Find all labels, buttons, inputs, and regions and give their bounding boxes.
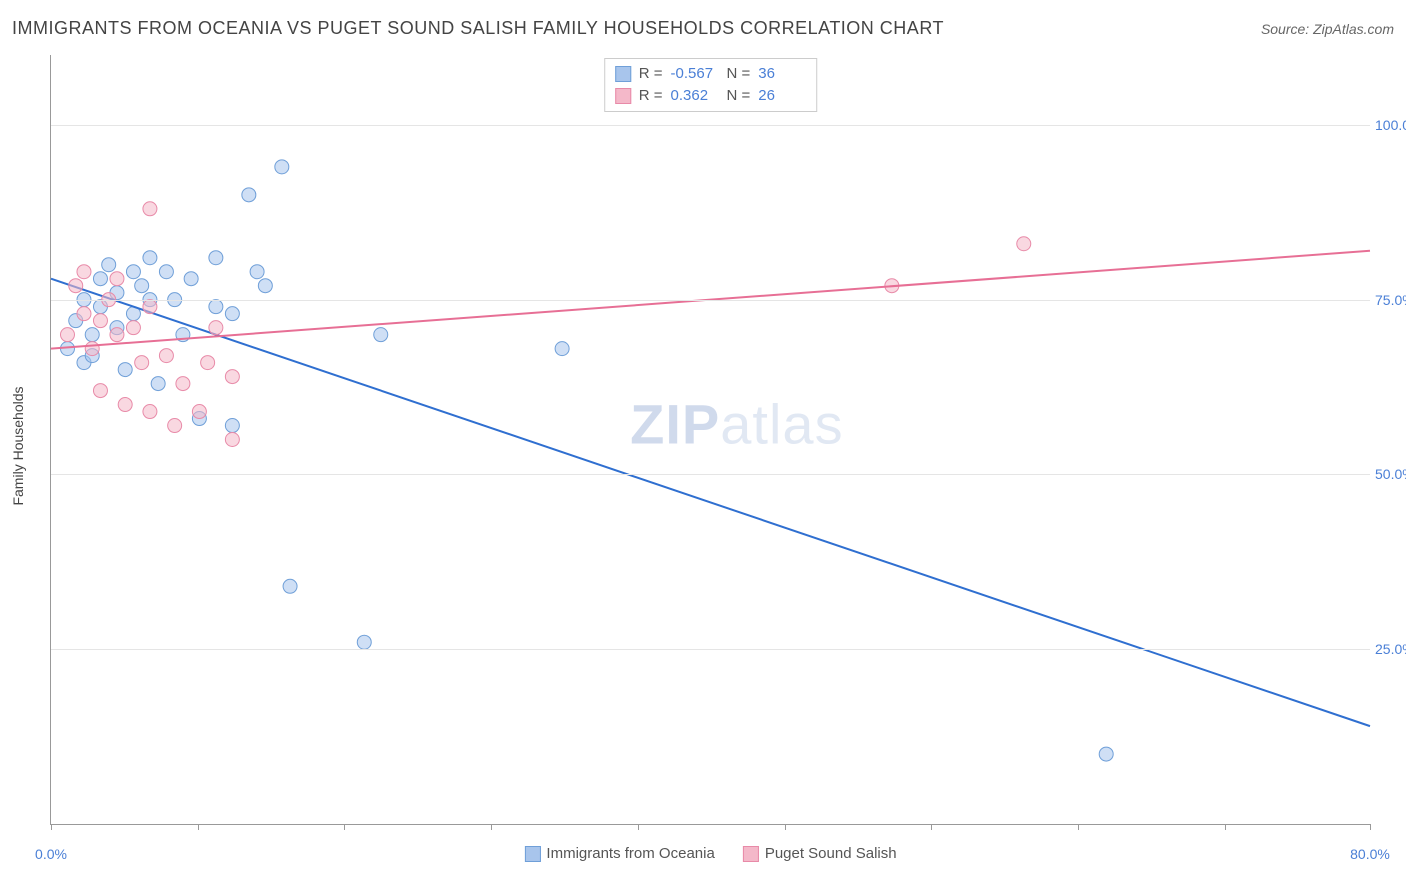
swatch-series-1 xyxy=(615,88,631,104)
data-point xyxy=(225,307,239,321)
swatch-series-0 xyxy=(615,66,631,82)
gridline xyxy=(51,474,1370,475)
data-point xyxy=(69,279,83,293)
data-point xyxy=(374,328,388,342)
trendline xyxy=(51,279,1370,726)
data-point xyxy=(159,265,173,279)
data-point xyxy=(143,202,157,216)
data-point xyxy=(209,300,223,314)
data-point xyxy=(118,398,132,412)
x-tick xyxy=(785,824,786,830)
data-point xyxy=(184,272,198,286)
legend-item-1: Puget Sound Salish xyxy=(743,845,897,862)
y-axis-title: Family Households xyxy=(10,386,26,505)
data-point xyxy=(225,419,239,433)
title-bar: IMMIGRANTS FROM OCEANIA VS PUGET SOUND S… xyxy=(12,18,1394,39)
swatch-bottom-0 xyxy=(524,846,540,862)
data-point xyxy=(110,272,124,286)
y-tick-label: 50.0% xyxy=(1375,466,1406,482)
data-point xyxy=(168,419,182,433)
r-value-1: 0.362 xyxy=(671,85,719,107)
data-point xyxy=(77,265,91,279)
plot-area: ZIPatlas R = -0.567 N = 36 R = 0.362 N =… xyxy=(50,55,1370,825)
x-tick xyxy=(198,824,199,830)
data-point xyxy=(126,265,140,279)
x-tick xyxy=(1370,824,1371,830)
data-point xyxy=(209,321,223,335)
y-tick-label: 75.0% xyxy=(1375,292,1406,308)
data-point xyxy=(1017,237,1031,251)
y-tick-label: 100.0% xyxy=(1375,117,1406,133)
n-value-0: 36 xyxy=(758,63,806,85)
data-point xyxy=(93,272,107,286)
data-point xyxy=(225,370,239,384)
data-point xyxy=(209,251,223,265)
y-tick-label: 25.0% xyxy=(1375,641,1406,657)
swatch-bottom-1 xyxy=(743,846,759,862)
x-tick xyxy=(931,824,932,830)
data-point xyxy=(77,307,91,321)
data-point xyxy=(159,349,173,363)
legend-label-1: Puget Sound Salish xyxy=(765,845,897,862)
gridline xyxy=(51,125,1370,126)
data-point xyxy=(143,300,157,314)
data-point xyxy=(275,160,289,174)
r-value-0: -0.567 xyxy=(671,63,719,85)
data-point xyxy=(135,279,149,293)
data-point xyxy=(225,433,239,447)
legend-item-0: Immigrants from Oceania xyxy=(524,845,714,862)
x-tick xyxy=(344,824,345,830)
x-tick xyxy=(1078,824,1079,830)
data-point xyxy=(143,405,157,419)
x-tick-label: 80.0% xyxy=(1350,846,1390,862)
data-point xyxy=(283,579,297,593)
data-point xyxy=(357,635,371,649)
legend-series: Immigrants from Oceania Puget Sound Sali… xyxy=(524,845,896,862)
data-point xyxy=(85,328,99,342)
x-tick-label: 0.0% xyxy=(35,846,67,862)
data-point xyxy=(151,377,165,391)
chart-title: IMMIGRANTS FROM OCEANIA VS PUGET SOUND S… xyxy=(12,18,944,39)
data-point xyxy=(555,342,569,356)
legend-correlation: R = -0.567 N = 36 R = 0.362 N = 26 xyxy=(604,58,818,112)
legend-label-0: Immigrants from Oceania xyxy=(546,845,714,862)
r-label: R = xyxy=(639,85,663,107)
data-point xyxy=(93,384,107,398)
data-point xyxy=(135,356,149,370)
x-tick xyxy=(1225,824,1226,830)
data-point xyxy=(126,321,140,335)
data-point xyxy=(118,363,132,377)
r-label: R = xyxy=(639,63,663,85)
gridline xyxy=(51,649,1370,650)
x-tick xyxy=(51,824,52,830)
data-point xyxy=(93,314,107,328)
x-tick xyxy=(638,824,639,830)
data-point xyxy=(1099,747,1113,761)
data-point xyxy=(250,265,264,279)
data-point xyxy=(143,251,157,265)
n-label: N = xyxy=(727,63,751,85)
chart-svg xyxy=(51,55,1370,824)
data-point xyxy=(201,356,215,370)
n-label: N = xyxy=(727,85,751,107)
data-point xyxy=(192,405,206,419)
data-point xyxy=(102,258,116,272)
n-value-1: 26 xyxy=(758,85,806,107)
legend-row-series-0: R = -0.567 N = 36 xyxy=(615,63,807,85)
data-point xyxy=(85,342,99,356)
legend-row-series-1: R = 0.362 N = 26 xyxy=(615,85,807,107)
data-point xyxy=(242,188,256,202)
data-point xyxy=(60,328,74,342)
data-point xyxy=(110,328,124,342)
data-point xyxy=(258,279,272,293)
x-tick xyxy=(491,824,492,830)
gridline xyxy=(51,300,1370,301)
source-label: Source: ZipAtlas.com xyxy=(1261,21,1394,37)
data-point xyxy=(176,377,190,391)
